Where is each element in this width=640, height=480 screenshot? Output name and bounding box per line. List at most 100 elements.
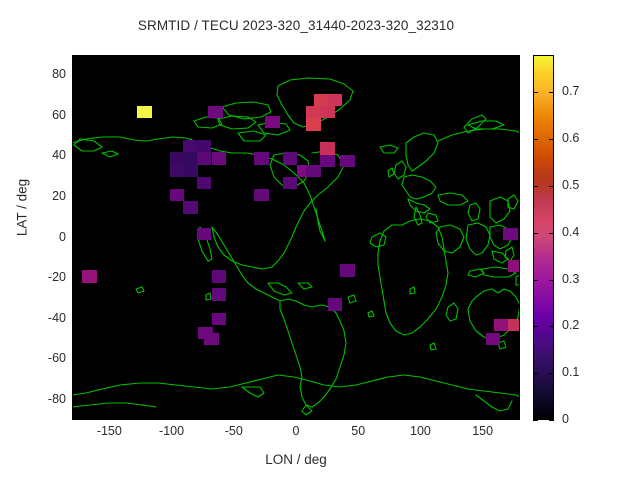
heatmap-cell bbox=[183, 164, 198, 178]
heatmap-cell bbox=[183, 140, 198, 153]
heatmap-cell bbox=[196, 176, 212, 190]
heatmap-cell bbox=[494, 318, 509, 332]
heatmap-cell bbox=[196, 140, 212, 153]
colorbar-tick-mark bbox=[549, 326, 554, 328]
x-tick-label: 100 bbox=[410, 424, 431, 438]
heatmap-cell bbox=[204, 332, 219, 346]
colorbar[interactable] bbox=[533, 55, 554, 420]
heatmap-cell bbox=[327, 298, 343, 311]
x-tick-label: 150 bbox=[472, 424, 494, 438]
colorbar-tick-label: 0.2 bbox=[562, 318, 580, 333]
x-tick-mark bbox=[171, 415, 173, 420]
x-tick-mark bbox=[296, 415, 297, 420]
coastlines-layer bbox=[72, 77, 520, 416]
colorbar-tick-mark bbox=[533, 139, 538, 141]
heatmap-cell bbox=[82, 270, 97, 283]
heatmap-cell bbox=[211, 312, 227, 326]
colorbar-tick-mark bbox=[549, 92, 554, 94]
y-tick-mark bbox=[72, 237, 77, 239]
colorbar-tick-label: 0.7 bbox=[562, 84, 580, 99]
y-tick-label: 40 bbox=[52, 148, 66, 163]
heatmap-cell bbox=[313, 93, 329, 107]
y-tick-mark bbox=[72, 399, 77, 401]
page-title: SRMTID / TECU 2023-320_31440-2023-320_32… bbox=[137, 18, 455, 33]
heatmap-cell bbox=[211, 288, 227, 301]
heatmap-cell bbox=[503, 227, 518, 241]
colorbar-tick-mark bbox=[549, 373, 554, 375]
colorbar-tick-label: 0.4 bbox=[562, 224, 580, 239]
colorbar-tick-mark bbox=[533, 279, 538, 281]
heatmap-cell bbox=[306, 105, 321, 119]
heatmap-cell bbox=[183, 201, 198, 214]
y-tick-label: -60 bbox=[47, 351, 66, 366]
colorbar-tick-mark bbox=[549, 420, 554, 421]
heatmap-cell bbox=[282, 176, 298, 190]
colorbar-tick-mark bbox=[549, 279, 554, 281]
heatmap-cell bbox=[183, 152, 198, 165]
map-plot-area[interactable] bbox=[72, 55, 520, 420]
heatmap-cell bbox=[196, 152, 212, 165]
colorbar-tick-mark bbox=[533, 232, 538, 234]
heatmap-cell bbox=[327, 93, 343, 107]
x-tick-label: 50 bbox=[351, 424, 366, 438]
colorbar-tick-label: 0 bbox=[562, 412, 569, 426]
y-tick-label: -80 bbox=[47, 391, 66, 406]
y-tick-mark bbox=[72, 359, 77, 361]
colorbar-tick-mark bbox=[533, 420, 538, 421]
heatmap-cell bbox=[306, 164, 321, 178]
heatmap-cell bbox=[254, 188, 269, 202]
heatmap-cell bbox=[254, 152, 269, 165]
x-tick-label: 0 bbox=[292, 424, 300, 438]
heatmap-cell bbox=[265, 115, 280, 129]
colorbar-tick-label: 0.3 bbox=[562, 271, 580, 286]
x-axis-label: LON / deg bbox=[265, 452, 327, 467]
x-tick-label: -50 bbox=[224, 424, 243, 438]
y-tick-mark bbox=[72, 278, 77, 280]
y-tick-mark bbox=[72, 115, 77, 117]
heatmap-cell bbox=[137, 105, 152, 119]
y-tick-mark bbox=[72, 156, 77, 158]
colorbar-tick-mark bbox=[549, 186, 554, 188]
y-tick-label: 80 bbox=[52, 67, 66, 82]
heatmap-cells-layer bbox=[72, 55, 520, 420]
heatmap-cell bbox=[485, 332, 501, 346]
y-tick-label: -20 bbox=[47, 270, 66, 285]
colorbar-tick-mark bbox=[549, 232, 554, 234]
x-tick-mark bbox=[233, 415, 235, 420]
heatmap-cell bbox=[320, 142, 335, 155]
heatmap-cell bbox=[306, 118, 321, 131]
x-tick-label: -100 bbox=[159, 424, 185, 438]
y-tick-label: 20 bbox=[52, 188, 66, 203]
y-tick-label: 60 bbox=[52, 107, 66, 122]
y-tick-label: 0 bbox=[59, 229, 66, 244]
colorbar-tick-label: 0.1 bbox=[562, 365, 580, 380]
x-tick-mark bbox=[109, 415, 111, 420]
heatmap-cell bbox=[169, 164, 185, 178]
colorbar-tick-mark bbox=[533, 186, 538, 188]
heatmap-cell bbox=[169, 152, 185, 165]
x-tick-mark bbox=[358, 415, 360, 420]
x-tick-label: -150 bbox=[96, 424, 122, 438]
heatmap-cell bbox=[169, 188, 185, 202]
colorbar-tick-mark bbox=[549, 139, 554, 141]
y-tick-mark bbox=[72, 75, 77, 77]
heatmap-cell bbox=[320, 105, 335, 119]
y-tick-mark bbox=[72, 318, 77, 320]
colorbar-tick-label: 0.6 bbox=[562, 131, 580, 146]
x-tick-mark bbox=[420, 415, 422, 420]
colorbar-tick-mark bbox=[533, 326, 538, 328]
heatmap-cell bbox=[208, 105, 223, 119]
x-tick-mark bbox=[482, 415, 484, 420]
heatmap-cell bbox=[508, 318, 520, 332]
y-tick-label: -40 bbox=[47, 310, 66, 325]
heatmap-cell bbox=[340, 154, 355, 168]
heatmap-cell bbox=[196, 227, 212, 241]
colorbar-tick-mark bbox=[533, 373, 538, 375]
heatmap-cell bbox=[508, 259, 520, 273]
colorbar-tick-mark bbox=[533, 92, 538, 94]
colorbar-tick-label: 0.5 bbox=[562, 178, 580, 193]
heatmap-cell bbox=[320, 154, 335, 168]
heatmap-cell bbox=[211, 270, 227, 283]
heatmap-cell bbox=[340, 264, 355, 277]
